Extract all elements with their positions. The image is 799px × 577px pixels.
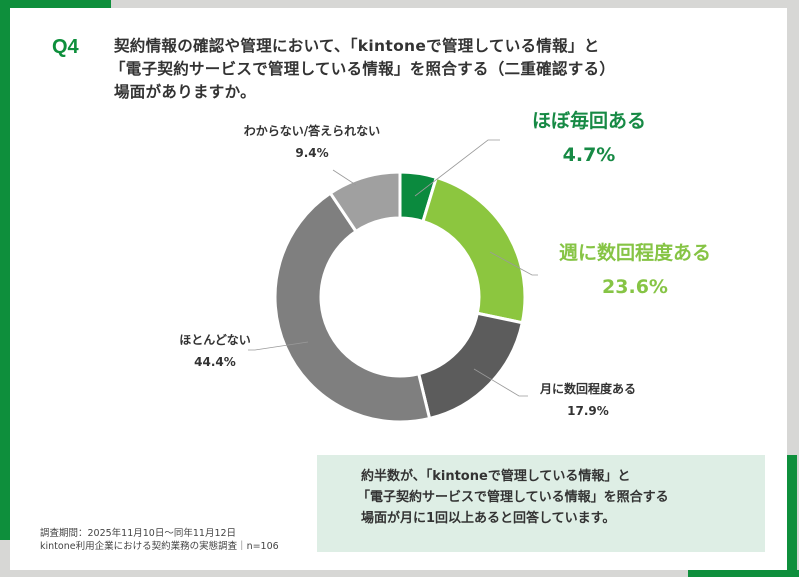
leader-lines	[248, 139, 538, 397]
label-monthly: 月に数回程度ある 17.9%	[539, 382, 636, 418]
slice-rarely	[273, 191, 432, 424]
question-line: 契約情報の確認や管理において、「kintoneで管理している情報」と	[114, 37, 600, 55]
question-line: 「電子契約サービスで管理している情報」を照合する（二重確認する）	[110, 60, 616, 78]
label-unknown: わからない/答えられない 9.4%	[243, 124, 381, 160]
question-number: Q4	[52, 36, 79, 58]
question-line: 場面がありますか。	[114, 83, 256, 101]
summary-box: 約半数が、「kintoneで管理している情報」と 「電子契約サービスで管理してい…	[317, 455, 765, 552]
survey-footnote: 調査期間：2025年11月10日～同年11月12日 kintone利用企業におけ…	[40, 527, 279, 553]
top-left-bracket-horizontal	[0, 0, 111, 8]
label-weekly: 週に数回程度ある 23.6%	[558, 242, 711, 298]
slice-unknown	[328, 170, 402, 234]
donut-slices	[273, 170, 527, 424]
bottom-right-bracket-horizontal	[688, 570, 799, 577]
slice-weekly	[421, 175, 527, 325]
label-rarely: ほとんどない 44.4%	[179, 333, 251, 369]
survey-period: 調査期間：2025年11月10日～同年11月12日	[40, 528, 237, 539]
slice-monthly	[416, 311, 525, 421]
survey-source: kintone利用企業における契約業務の実態調査｜n=106	[40, 541, 279, 552]
label-almost-every-time: ほぼ毎回ある 4.7%	[531, 110, 646, 166]
question-text: 契約情報の確認や管理において、「kintoneで管理している情報」と 「電子契約…	[110, 35, 615, 104]
top-left-bracket-vertical	[0, 0, 10, 540]
bottom-right-bracket-vertical	[787, 455, 797, 577]
summary-text: 約半数が、「kintoneで管理している情報」と 「電子契約サービスで管理してい…	[357, 469, 669, 526]
